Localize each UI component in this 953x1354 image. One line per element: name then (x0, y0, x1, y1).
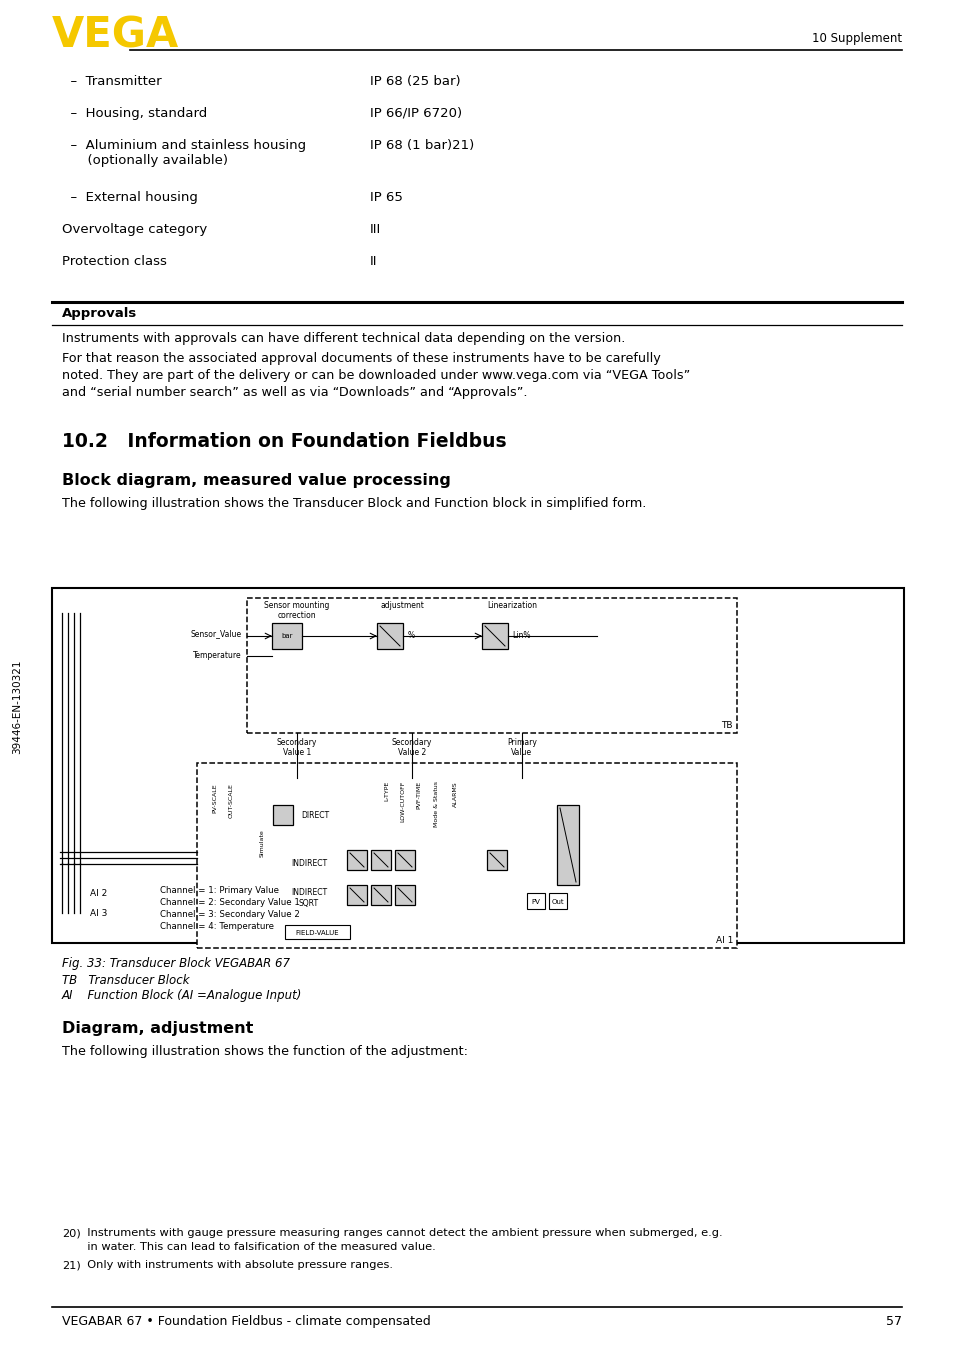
Bar (548, 894, 566, 909)
Text: Channel = 3: Secondary Value 2: Channel = 3: Secondary Value 2 (160, 910, 299, 919)
Text: Diagram, adjustment: Diagram, adjustment (62, 1021, 253, 1036)
Text: Block diagram, measured value processing: Block diagram, measured value processing (62, 473, 451, 487)
Text: Fig. 33: Transducer Block VEGABAR 67: Fig. 33: Transducer Block VEGABAR 67 (62, 957, 290, 969)
Text: Protection class: Protection class (62, 255, 167, 268)
Text: Lin%: Lin% (512, 631, 530, 639)
Text: INDIRECT: INDIRECT (291, 858, 327, 868)
Text: Simulate: Simulate (259, 829, 264, 857)
Text: AI 3: AI 3 (90, 909, 108, 918)
Bar (273, 806, 293, 825)
Text: 10.2   Information on Foundation Fieldbus: 10.2 Information on Foundation Fieldbus (62, 432, 506, 451)
Text: 20): 20) (62, 1228, 81, 1238)
Text: INDIRECT
SQRT: INDIRECT SQRT (291, 888, 327, 907)
Text: 21): 21) (62, 1261, 81, 1270)
Text: Mode & Status: Mode & Status (434, 781, 439, 827)
Text: Secondary
Value 2: Secondary Value 2 (392, 738, 432, 757)
Text: IP 68 (25 bar): IP 68 (25 bar) (370, 74, 460, 88)
Text: AI 1: AI 1 (715, 936, 732, 945)
Bar (526, 894, 544, 909)
Text: Channel = 2: Secondary Value 1: Channel = 2: Secondary Value 1 (160, 898, 299, 907)
Bar (376, 623, 402, 649)
Text: Secondary
Value 1: Secondary Value 1 (276, 738, 316, 757)
Bar (247, 598, 737, 733)
Bar (347, 850, 367, 871)
Text: 39446-EN-130321: 39446-EN-130321 (12, 659, 22, 754)
Text: PV-SCALE: PV-SCALE (213, 783, 217, 812)
Text: Channel = 4: Temperature: Channel = 4: Temperature (160, 922, 274, 932)
Text: %: % (408, 631, 415, 639)
Text: Channel = 1: Primary Value: Channel = 1: Primary Value (160, 886, 278, 895)
Text: LOW-CUTOFF: LOW-CUTOFF (400, 781, 405, 822)
Text: Primary
Value: Primary Value (507, 738, 537, 757)
Text: adjustment: adjustment (379, 601, 423, 611)
Bar (557, 806, 578, 886)
Text: –  Housing, standard: – Housing, standard (62, 107, 207, 121)
Text: L-TYPE: L-TYPE (384, 781, 389, 802)
Text: PVF-TIME: PVF-TIME (416, 781, 421, 810)
Bar (486, 850, 506, 871)
Text: Overvoltage category: Overvoltage category (62, 223, 207, 236)
Text: AI    Function Block (AI =Analogue Input): AI Function Block (AI =Analogue Input) (62, 988, 302, 1002)
Bar (481, 623, 507, 649)
Text: –  Aluminium and stainless housing
      (optionally available): – Aluminium and stainless housing (optio… (62, 139, 306, 167)
Text: IP 68 (1 bar)21): IP 68 (1 bar)21) (370, 139, 474, 152)
Text: DIRECT: DIRECT (300, 811, 329, 819)
Bar (395, 850, 415, 871)
Text: Temperature: Temperature (193, 651, 242, 661)
Text: –  Transmitter: – Transmitter (62, 74, 161, 88)
Text: TB: TB (720, 720, 732, 730)
Text: Instruments with gauge pressure measuring ranges cannot detect the ambient press: Instruments with gauge pressure measurin… (80, 1228, 721, 1238)
Bar (285, 925, 350, 940)
Text: II: II (370, 255, 377, 268)
Text: in water. This can lead to falsification of the measured value.: in water. This can lead to falsification… (80, 1242, 436, 1252)
Bar (347, 886, 367, 904)
Text: The following illustration shows the Transducer Block and Function block in simp: The following illustration shows the Tra… (62, 497, 646, 510)
Text: IP 66/IP 6720): IP 66/IP 6720) (370, 107, 461, 121)
Bar (196, 764, 737, 948)
Text: Sensor_Value: Sensor_Value (191, 630, 242, 639)
Text: OUT-SCALE: OUT-SCALE (229, 783, 233, 818)
Text: AI 2: AI 2 (90, 888, 107, 898)
Text: Out: Out (551, 899, 564, 904)
Text: FIELD-VALUE: FIELD-VALUE (294, 930, 338, 936)
Text: The following illustration shows the function of the adjustment:: The following illustration shows the fun… (62, 1045, 468, 1057)
Text: III: III (370, 223, 381, 236)
Text: VEGABAR 67 • Foundation Fieldbus - climate compensated: VEGABAR 67 • Foundation Fieldbus - clima… (62, 1315, 431, 1328)
Text: Sensor mounting
correction: Sensor mounting correction (264, 601, 330, 620)
Bar (272, 623, 302, 649)
Text: PV: PV (531, 899, 539, 904)
Text: 10 Supplement: 10 Supplement (811, 32, 901, 45)
Bar (371, 886, 391, 904)
Text: bar: bar (281, 634, 293, 639)
Text: Linearization: Linearization (486, 601, 537, 611)
Text: Only with instruments with absolute pressure ranges.: Only with instruments with absolute pres… (80, 1261, 393, 1270)
Text: For that reason the associated approval documents of these instruments have to b: For that reason the associated approval … (62, 352, 690, 399)
Text: IP 65: IP 65 (370, 191, 402, 204)
Text: –  External housing: – External housing (62, 191, 197, 204)
Text: 57: 57 (885, 1315, 901, 1328)
Bar (371, 850, 391, 871)
Text: Instruments with approvals can have different technical data depending on the ve: Instruments with approvals can have diff… (62, 332, 625, 345)
Text: Approvals: Approvals (62, 307, 137, 320)
Text: ALARMS: ALARMS (452, 781, 457, 807)
Bar (52, 588, 903, 942)
Text: TB   Transducer Block: TB Transducer Block (62, 974, 190, 987)
Text: VEGA: VEGA (52, 15, 179, 57)
Bar (395, 886, 415, 904)
